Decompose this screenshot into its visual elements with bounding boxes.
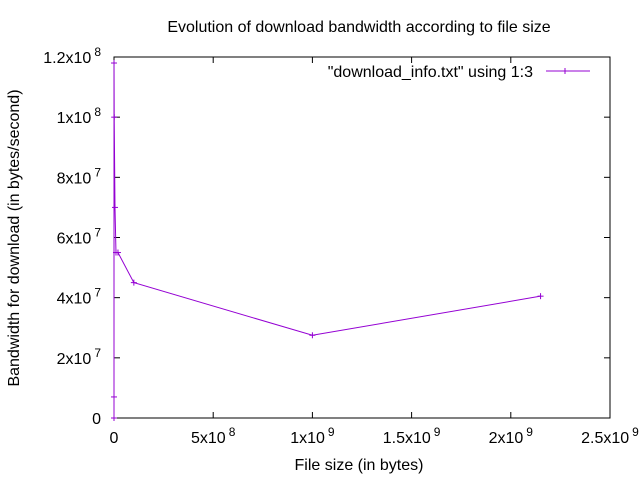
x-axis-label: File size (in bytes): [295, 457, 424, 474]
data-point: [111, 393, 118, 400]
x-tick-label: 2.5x10 9: [581, 425, 639, 447]
data-point: [111, 60, 118, 67]
y-tick-label: 6x10 7: [57, 226, 102, 248]
x-tick-label: 1.5x10 9: [383, 425, 441, 447]
data-point: [309, 332, 316, 339]
data-point: [537, 293, 544, 300]
y-axis-label: Bandwidth for download (in bytes/second): [6, 89, 23, 386]
data-point: [130, 279, 137, 286]
x-tick-label: 1x10 9: [290, 425, 335, 447]
y-tick-label: 4x10 7: [57, 286, 102, 308]
y-tick-label: 8x10 7: [57, 165, 102, 187]
series-line: [113, 63, 541, 418]
x-tick-label: 0: [110, 430, 119, 447]
data-point: [111, 114, 118, 121]
data-point: [114, 249, 121, 256]
y-tick-label: 1x10 8: [57, 105, 102, 127]
y-tick-label: 2x10 7: [57, 346, 102, 368]
plot-frame: [113, 56, 611, 419]
data-point: [111, 204, 118, 211]
data-point: [111, 415, 118, 421]
y-tick-label: 1.2x10 8: [43, 45, 101, 67]
x-tick-label: 2x10 9: [489, 425, 534, 447]
chart-title: Evolution of download bandwidth accordin…: [167, 19, 550, 36]
x-tick-label: 5x10 8: [191, 425, 236, 447]
y-tick-label: 0: [92, 411, 101, 428]
legend-label: "download_info.txt" using 1:3: [328, 64, 533, 81]
